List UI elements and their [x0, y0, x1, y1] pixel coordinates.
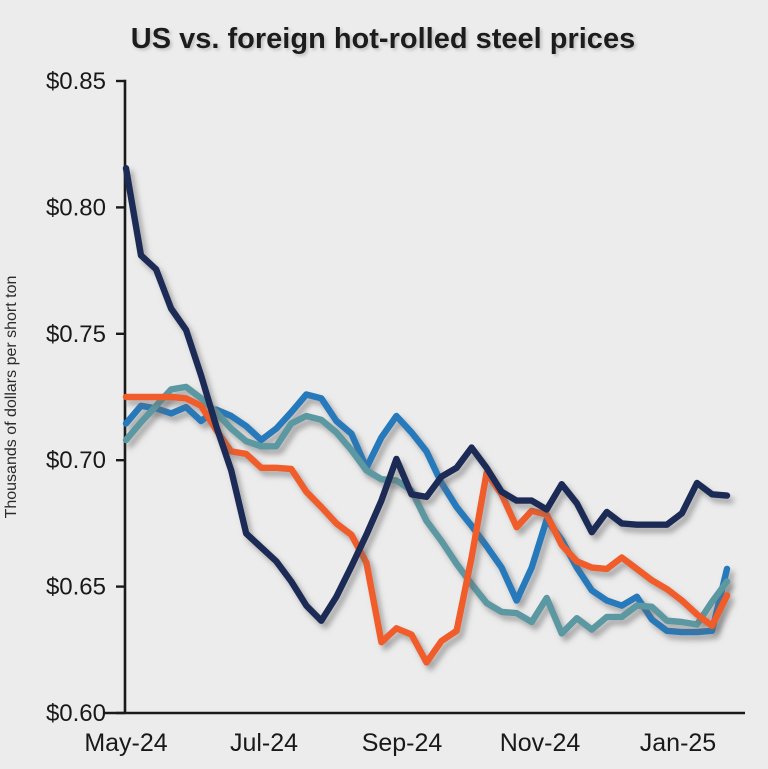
y-tick-label: $0.70 — [46, 447, 106, 474]
x-tick-label: Jan-25 — [640, 729, 716, 757]
x-tick-label: Nov-24 — [500, 729, 581, 757]
series-lines — [122, 164, 731, 666]
y-tick-label: $0.65 — [46, 574, 106, 601]
blue-line-series — [122, 391, 731, 636]
navy-line-series — [122, 164, 731, 624]
x-tick-label: Jul-24 — [230, 729, 298, 757]
x-tick-labels: May-24 Jul-24 Sep-24 Nov-24 Jan-25 — [84, 729, 716, 757]
x-tick-label: May-24 — [84, 729, 167, 757]
y-axis-label: Thousands of dollars per short ton — [3, 276, 20, 519]
x-tick-label: Sep-24 — [362, 729, 443, 757]
teal-line-series — [122, 383, 731, 637]
y-tick-label: $0.80 — [46, 194, 106, 221]
y-tick-label: $0.75 — [46, 321, 106, 348]
y-tick-label: $0.60 — [46, 700, 106, 727]
y-tick-label: $0.85 — [46, 68, 106, 95]
chart-title: US vs. foreign hot-rolled steel prices — [131, 23, 635, 55]
y-tick-labels: $0.85 $0.80 $0.75 $0.70 $0.65 $0.60 — [46, 68, 125, 727]
orange-line-series — [122, 393, 731, 666]
